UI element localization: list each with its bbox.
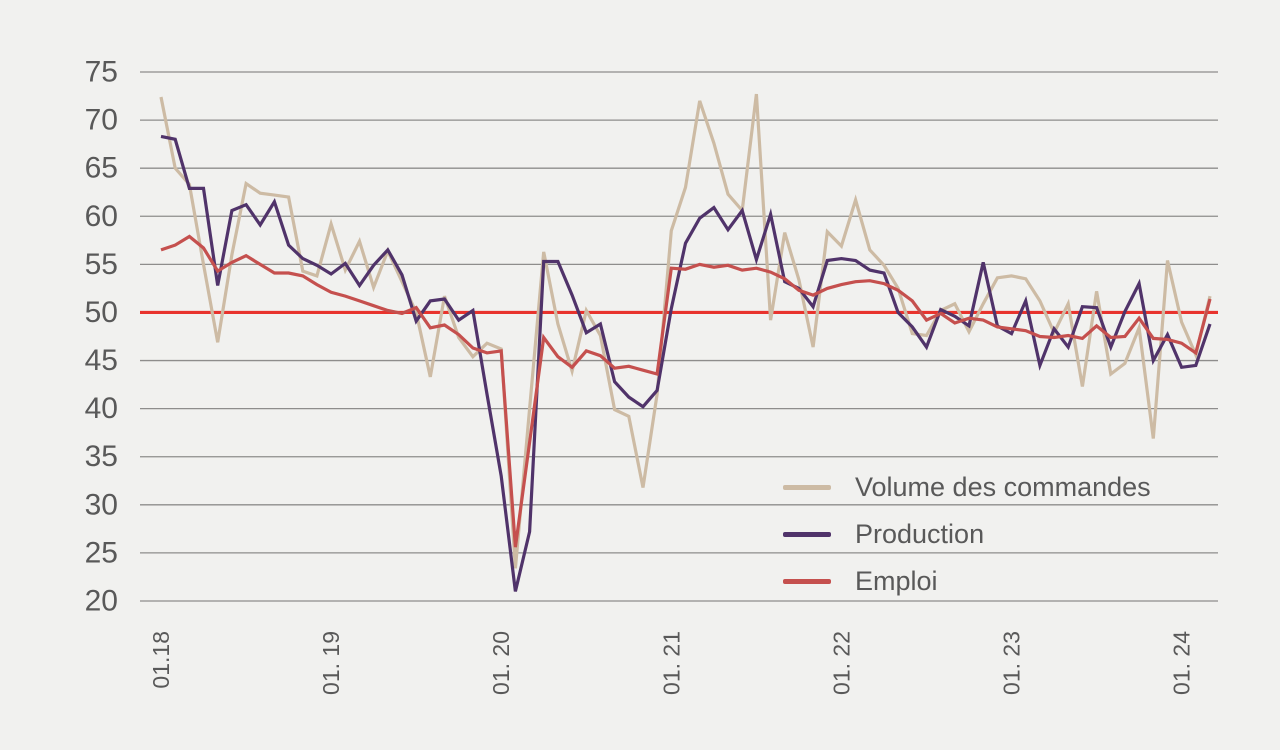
legend-item-production: Production xyxy=(783,518,1151,550)
y-tick-label: 25 xyxy=(85,536,118,569)
legend-item-emploi: Emploi xyxy=(783,565,1151,597)
x-tick-label: 01. 22 xyxy=(828,631,854,695)
y-tick-label: 75 xyxy=(85,56,118,89)
y-tick-label: 35 xyxy=(85,440,118,473)
production-line-swatch xyxy=(783,531,831,537)
y-tick-label: 45 xyxy=(85,344,118,377)
x-tick-label: 01. 20 xyxy=(488,631,514,695)
x-tick-label: 01. 19 xyxy=(318,631,344,695)
y-tick-label: 60 xyxy=(85,200,118,233)
volume-line-swatch xyxy=(783,484,831,490)
x-tick-label: 01. 24 xyxy=(1169,631,1195,695)
production-line-series xyxy=(160,134,1212,592)
x-tick-label: 01.18 xyxy=(148,631,174,689)
y-tick-label: 20 xyxy=(85,585,118,618)
y-tick-label: 30 xyxy=(85,488,118,521)
y-tick-label: 55 xyxy=(85,248,118,281)
y-tick-label: 65 xyxy=(85,152,118,185)
y-tick-label: 70 xyxy=(85,104,118,137)
legend-label-production: Production xyxy=(855,518,985,549)
y-axis-labels: 75 70 65 60 55 50 45 40 35 30 25 20 xyxy=(85,56,118,618)
emploi-line-swatch xyxy=(783,578,831,584)
legend-label-volume: Volume des commandes xyxy=(855,471,1151,502)
emploi-line-series xyxy=(160,234,1212,548)
chart-legend: Volume des commandes Production Emploi xyxy=(783,471,1151,597)
legend-item-volume: Volume des commandes xyxy=(783,471,1151,503)
legend-label-emploi: Emploi xyxy=(855,565,938,596)
y-tick-label: 40 xyxy=(85,392,118,425)
x-tick-label: 01. 21 xyxy=(658,631,684,695)
x-axis-labels: 01.18 01. 19 01. 20 01. 21 01. 22 01. 23 01. 2… xyxy=(148,631,1195,695)
volume-line-series xyxy=(159,93,1212,569)
x-tick-label: 01. 23 xyxy=(999,631,1025,695)
y-tick-label: 50 xyxy=(85,296,118,329)
